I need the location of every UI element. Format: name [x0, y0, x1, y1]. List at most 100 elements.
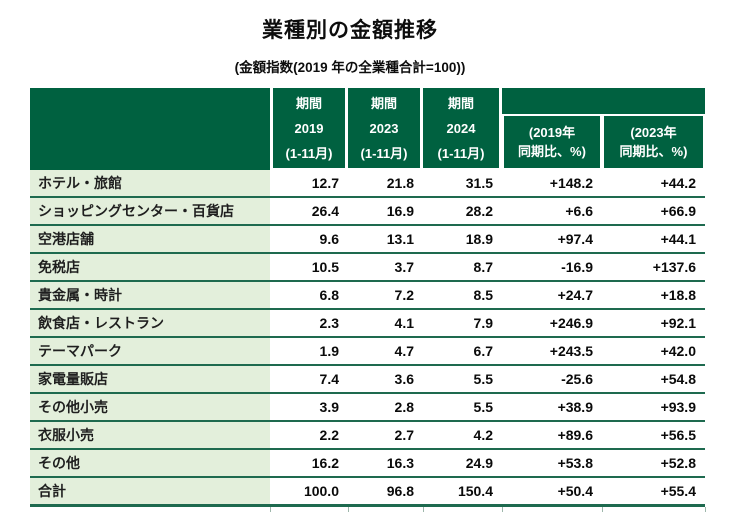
value-yoy-2023: +52.8	[660, 455, 696, 471]
value-yoy-2019: +148.2	[549, 175, 593, 191]
value-2024: 7.9	[473, 315, 493, 331]
value-2023: 3.7	[394, 259, 414, 275]
value-yoy-2019: +246.9	[549, 315, 593, 331]
value-yoy-2023: +66.9	[660, 203, 696, 219]
value-yoy-2019: +53.8	[557, 455, 593, 471]
header-cell-period-2023: 期間 2023 (1-11月)	[348, 88, 423, 170]
value-2023: 3.6	[394, 371, 414, 387]
header-text: (2019年	[528, 125, 576, 140]
value-yoy-2019: +24.7	[557, 287, 593, 303]
header-text: 2023	[369, 121, 399, 136]
value-2024: 31.5	[465, 175, 493, 191]
row-label: その他小売	[30, 394, 270, 420]
table-row-other-retail: その他小売 3.9 2.8 5.5 +38.9 +93.9	[30, 394, 705, 422]
value-yoy-2023: +42.0	[660, 343, 696, 359]
value-2023: 7.2	[394, 287, 414, 303]
column-gridline-tick	[602, 507, 603, 512]
table-row-jewelry-watch: 貴金属・時計 6.8 7.2 8.5 +24.7 +18.8	[30, 282, 705, 310]
value-2019: 10.5	[311, 259, 339, 275]
header-yoy-2023-box: (2023年 同期比、%)	[602, 114, 705, 170]
industry-amount-table: 期間 2019 (1-11月) 期間 2023 (1-11月) 期間 2024 …	[30, 88, 705, 507]
header-cell-yoy-2023: (2023年 同期比、%)	[602, 88, 705, 170]
value-2024: 18.9	[465, 231, 493, 247]
row-label: 飲食店・レストラン	[30, 310, 270, 336]
value-2024: 24.9	[465, 455, 493, 471]
row-label: その他	[30, 450, 270, 476]
value-yoy-2023: +93.9	[660, 399, 696, 415]
value-yoy-2019: +6.6	[565, 203, 593, 219]
value-yoy-2023: +56.5	[660, 427, 696, 443]
table-row-hotel: ホテル・旅館 12.7 21.8 31.5 +148.2 +44.2	[30, 170, 705, 198]
header-text: 期間	[447, 96, 474, 111]
value-2024: 8.5	[473, 287, 493, 303]
row-label: 免税店	[30, 254, 270, 280]
header-cell-period-2019: 期間 2019 (1-11月)	[270, 88, 348, 170]
value-2023: 21.8	[386, 175, 414, 191]
column-gridline-tick	[705, 507, 706, 512]
value-yoy-2019: +243.5	[549, 343, 593, 359]
value-2019: 2.3	[319, 315, 339, 331]
row-label: 衣服小売	[30, 422, 270, 448]
value-yoy-2023: +137.6	[652, 259, 696, 275]
header-text: (2023年	[630, 125, 677, 140]
value-yoy-2019: +50.4	[557, 483, 593, 499]
value-2024: 5.5	[473, 371, 493, 387]
page-title: 業種別の金額推移	[262, 19, 438, 42]
header-cell-yoy-2019: (2019年 同期比、%)	[502, 88, 602, 170]
page-subtitle: (金額指数(2019 年の全業種合計=100))	[234, 60, 466, 75]
value-2019: 2.2	[319, 427, 339, 443]
value-yoy-2023: +44.2	[660, 175, 696, 191]
value-2023: 2.8	[394, 399, 414, 415]
value-2024: 150.4	[457, 483, 493, 499]
value-yoy-2023: +54.8	[660, 371, 696, 387]
value-2019: 26.4	[311, 203, 339, 219]
row-label: 家電量販店	[30, 366, 270, 392]
table-row-theme-park: テーマパーク 1.9 4.7 6.7 +243.5 +42.0	[30, 338, 705, 366]
table-body: ホテル・旅館 12.7 21.8 31.5 +148.2 +44.2 ショッピン…	[30, 170, 705, 507]
value-2023: 16.3	[386, 455, 414, 471]
value-2023: 13.1	[386, 231, 414, 247]
value-2024: 8.7	[473, 259, 493, 275]
value-2019: 3.9	[319, 399, 339, 415]
header-text: 期間	[370, 96, 397, 111]
value-2024: 4.2	[473, 427, 493, 443]
table-row-shopping-center: ショッピングセンター・百貨店 26.4 16.9 28.2 +6.6 +66.9	[30, 198, 705, 226]
table-row-duty-free: 免税店 10.5 3.7 8.7 -16.9 +137.6	[30, 254, 705, 282]
value-2023: 16.9	[386, 203, 414, 219]
value-2019: 7.4	[319, 371, 339, 387]
value-2019: 1.9	[319, 343, 339, 359]
value-2024: 28.2	[465, 203, 493, 219]
value-yoy-2019: +89.6	[557, 427, 593, 443]
table-row-apparel-retail: 衣服小売 2.2 2.7 4.2 +89.6 +56.5	[30, 422, 705, 450]
table-row-restaurant: 飲食店・レストラン 2.3 4.1 7.9 +246.9 +92.1	[30, 310, 705, 338]
header-text: (1-11月)	[285, 146, 333, 161]
table-header-row: 期間 2019 (1-11月) 期間 2023 (1-11月) 期間 2024 …	[30, 88, 705, 170]
value-2019: 9.6	[319, 231, 339, 247]
column-gridline-tick	[423, 507, 424, 512]
value-yoy-2019: +38.9	[557, 399, 593, 415]
column-gridline-tick	[270, 507, 271, 512]
value-yoy-2023: +44.1	[660, 231, 696, 247]
header-cell-period-2024: 期間 2024 (1-11月)	[423, 88, 502, 170]
header-cell-industry-blank	[30, 88, 270, 170]
header-text: 同期比、%)	[619, 144, 688, 159]
value-2023: 96.8	[386, 483, 414, 499]
table-row-total: 合計 100.0 96.8 150.4 +50.4 +55.4	[30, 478, 705, 507]
row-label: 合計	[30, 478, 270, 504]
row-label: ホテル・旅館	[30, 170, 270, 196]
value-2023: 4.7	[394, 343, 414, 359]
row-label: 空港店舗	[30, 226, 270, 252]
value-2019: 100.0	[303, 483, 339, 499]
header-text: 2019	[294, 121, 324, 136]
value-2024: 5.5	[473, 399, 493, 415]
table-row-others: その他 16.2 16.3 24.9 +53.8 +52.8	[30, 450, 705, 478]
header-text: (1-11月)	[360, 146, 408, 161]
value-2019: 6.8	[319, 287, 339, 303]
value-2019: 16.2	[311, 455, 339, 471]
value-2024: 6.7	[473, 343, 493, 359]
row-label: テーマパーク	[30, 338, 270, 364]
row-label: 貴金属・時計	[30, 282, 270, 308]
value-yoy-2023: +92.1	[660, 315, 696, 331]
value-yoy-2019: -25.6	[561, 371, 593, 387]
